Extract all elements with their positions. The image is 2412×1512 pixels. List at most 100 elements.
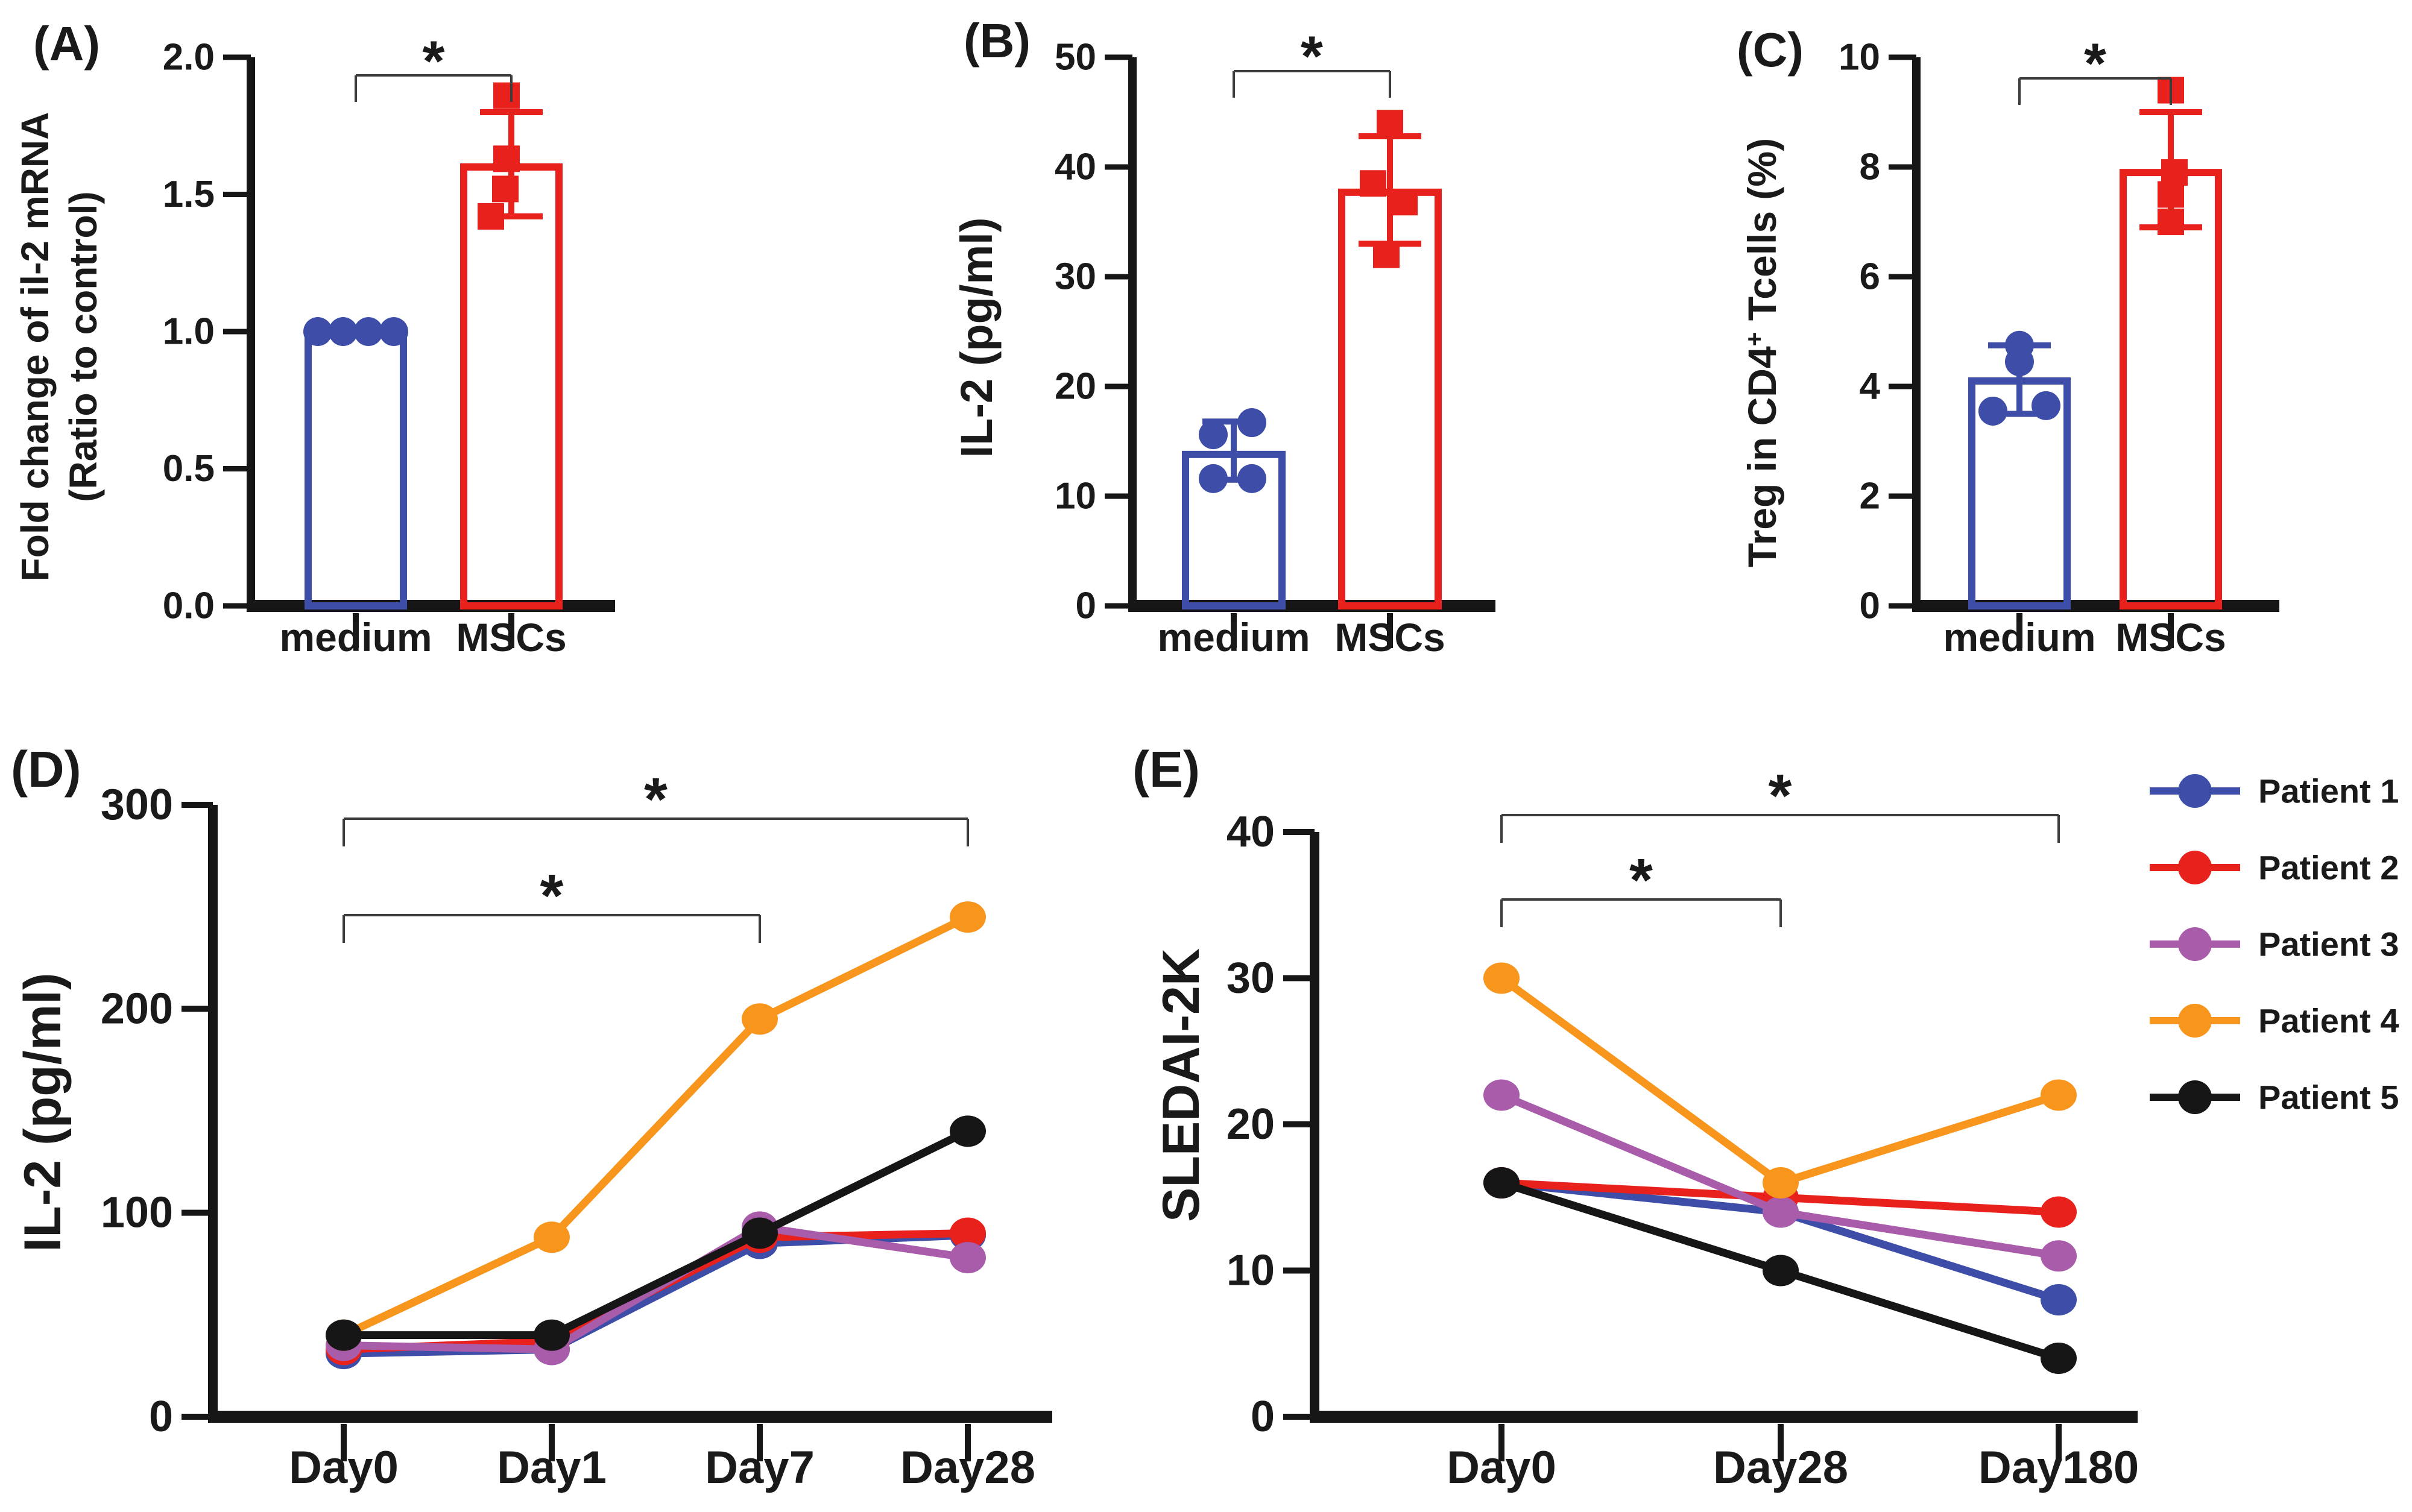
y-tick-label-A: 1.0 [163,311,215,353]
y-tick-label-E: 0 [1251,1393,1275,1441]
y-tick-label-A: 0.0 [163,585,215,627]
category-label-C-medium: medium [1943,615,2095,660]
category-label-A-medium: medium [279,615,432,660]
y-tick-label-A: 1.5 [163,174,215,215]
data-point-C-medium [2032,391,2060,420]
data-point-A-MSCs [493,145,520,172]
y-tick-label-C: 8 [1860,146,1880,188]
y-axis-title-A: (Ratio to control) [62,191,105,502]
data-point-A-MSCs [492,175,519,203]
data-point-C-MSCs [2158,209,2184,235]
y-axis-title-D: IL-2 (pg/ml) [14,972,72,1252]
data-point-B-MSCs [1391,189,1418,216]
y-tick-label-B: 0 [1076,585,1096,627]
panel-label-E: (E) [1132,741,1200,798]
y-tick-label-B: 10 [1055,476,1096,517]
category-label-E-Day180: Day180 [1978,1442,2139,1493]
y-axis-title-A: Fold change of il-2 mRNA [13,112,57,582]
series-point-E-patient-4 [1483,962,1520,994]
data-point-C-medium [1978,396,2007,426]
bar-A-MSCs [460,163,563,610]
data-point-A-MSCs [478,203,504,230]
data-point-B-MSCs [1373,241,1400,268]
series-point-E-patient-5 [1483,1167,1520,1199]
data-point-A-medium [354,317,383,346]
data-point-A-medium [379,317,408,346]
bar-A-medium [305,328,407,610]
data-point-A-MSCs [493,82,520,109]
legend-label-patient-3: Patient 3 [2258,925,2399,963]
y-tick-label-B: 20 [1055,366,1096,408]
series-point-E-patient-4 [1763,1167,1799,1199]
series-point-D-patient-5 [326,1319,362,1351]
legend-dot-marker [2178,1004,2212,1038]
y-tick-label-B: 30 [1055,256,1096,298]
category-label-E-Day0: Day0 [1447,1442,1556,1493]
y-tick-label-E: 40 [1227,808,1275,856]
series-point-E-patient-2 [2041,1196,2077,1228]
legend-label-patient-4: Patient 4 [2258,1002,2399,1040]
y-axis-title-E: SLEDAI-2K [1152,948,1210,1222]
panel-label-C: (C) [1737,23,1804,77]
category-label-D-Day28: Day28 [900,1442,1035,1493]
legend-dot-marker [2178,1080,2212,1114]
legend-label-patient-5: Patient 5 [2258,1079,2399,1117]
category-label-D-Day1: Day1 [497,1442,607,1493]
series-point-D-patient-4 [534,1221,570,1253]
y-tick-label-A: 2.0 [163,37,215,78]
category-label-E-Day28: Day28 [1713,1442,1848,1493]
data-point-B-medium [1237,408,1266,438]
y-tick-label-B: 40 [1055,146,1096,188]
y-tick-label-B: 50 [1055,37,1096,78]
series-point-E-patient-3 [2041,1240,2077,1272]
legend-dot-marker [2178,774,2212,808]
category-label-D-Day0: Day0 [289,1442,399,1493]
series-point-D-patient-4 [950,901,986,933]
legend-label-patient-2: Patient 2 [2258,849,2399,887]
panel-label-B: (B) [964,14,1031,68]
series-point-D-patient-5 [742,1217,778,1249]
category-label-C-MSCs: MSCs [2115,615,2226,660]
significance-asterisk-C: * [2084,32,2106,96]
y-tick-label-D: 0 [149,1393,173,1441]
series-point-D-patient-3 [950,1242,986,1274]
y-tick-label-D: 100 [101,1189,173,1237]
category-label-B-MSCs: MSCs [1334,615,1445,660]
significance-asterisk-D: * [540,862,564,930]
data-point-B-medium [1237,464,1266,493]
series-point-E-patient-5 [2041,1343,2077,1374]
legend-dot-marker [2178,851,2212,884]
category-label-A-MSCs: MSCs [456,615,566,660]
panel-label-A: (A) [33,17,100,71]
bar-C-MSCs [2120,169,2222,610]
legend-dot-marker [2178,927,2212,961]
legend-label-patient-1: Patient 1 [2258,772,2399,810]
series-point-E-patient-3 [1763,1196,1799,1228]
y-tick-label-C: 0 [1860,585,1880,627]
y-axis-title-B: IL-2 (pg/ml) [952,218,1002,458]
y-tick-label-D: 300 [101,781,173,829]
y-axis-title-C: Treg in CD4+ Tcells (%) [1740,138,1784,567]
y-tick-label-E: 20 [1227,1100,1275,1148]
series-point-E-patient-5 [1763,1255,1799,1287]
significance-asterisk-E: * [1769,762,1792,830]
y-tick-label-C: 6 [1860,256,1880,298]
data-point-B-MSCs [1360,170,1386,197]
y-tick-label-D: 200 [101,984,173,1033]
data-point-B-MSCs [1377,110,1403,137]
y-tick-label-C: 10 [1839,37,1880,78]
y-tick-label-C: 4 [1860,366,1881,408]
y-tick-label-E: 30 [1227,954,1275,1003]
series-point-E-patient-1 [2041,1284,2077,1315]
significance-asterisk-A: * [423,30,445,93]
series-point-D-patient-4 [742,1003,778,1035]
category-label-D-Day7: Day7 [705,1442,815,1493]
series-point-D-patient-5 [950,1115,986,1147]
series-line-D-patient-4 [342,913,970,1339]
series-point-E-patient-3 [1483,1079,1520,1111]
significance-asterisk-D: * [644,766,668,833]
significance-asterisk-E: * [1629,846,1653,914]
series-point-D-patient-2 [950,1217,986,1249]
data-point-A-medium [329,317,358,346]
